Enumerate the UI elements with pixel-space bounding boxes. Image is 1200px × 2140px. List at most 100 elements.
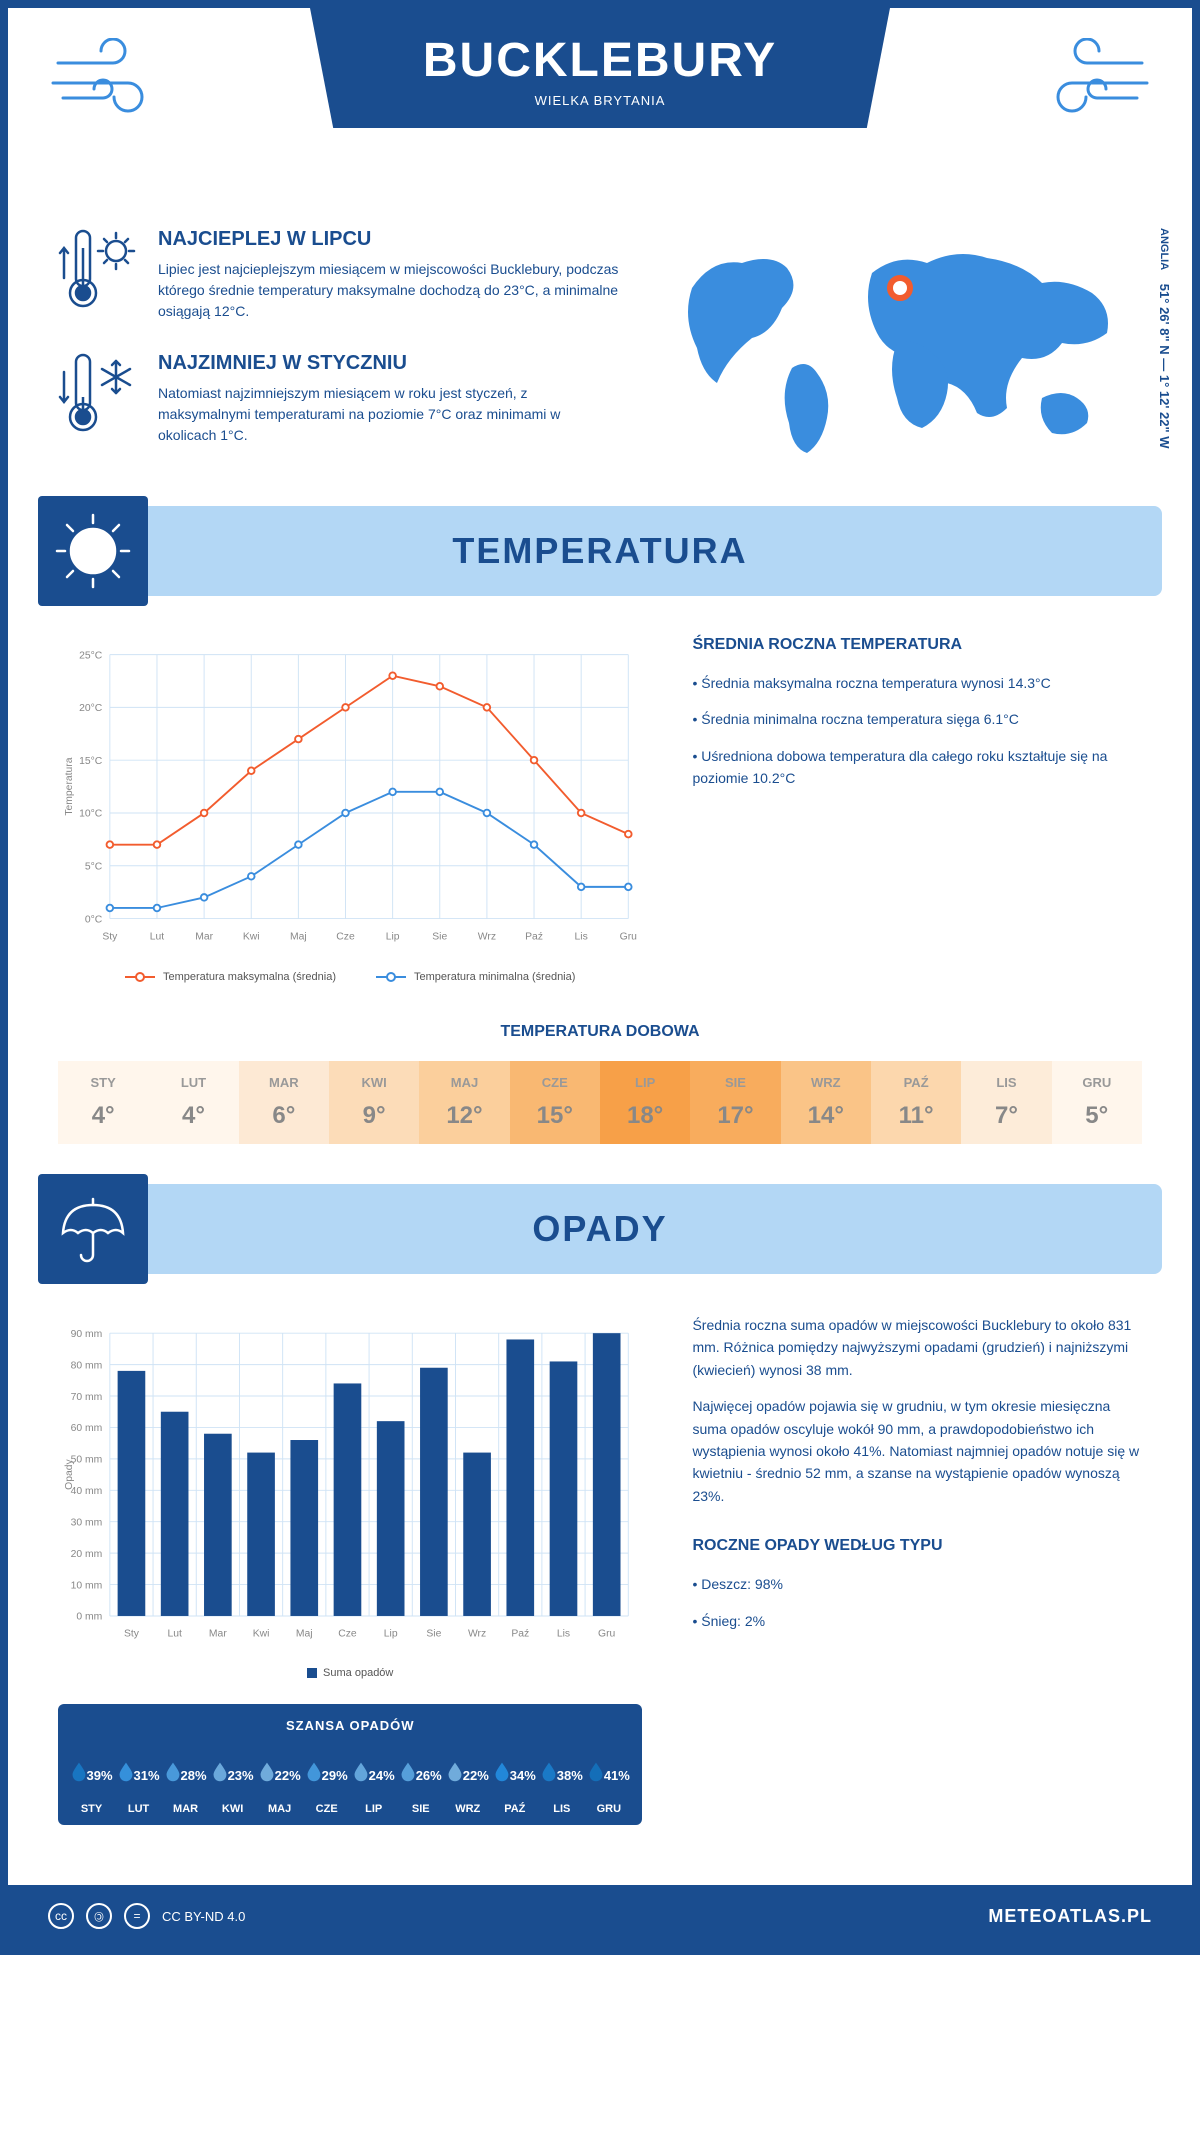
chance-drop: 31%LUT <box>115 1745 162 1815</box>
svg-text:Sty: Sty <box>124 1629 140 1640</box>
world-map-wrap: ANGLIA 51° 26' 8" N — 1° 12' 22" W <box>662 228 1142 476</box>
chance-drop: 38%LIS <box>538 1745 585 1815</box>
svg-text:20°C: 20°C <box>79 703 103 714</box>
precip-text-1: Średnia roczna suma opadów w miejscowośc… <box>692 1314 1142 1381</box>
daily-temp-cell: MAR6° <box>239 1061 329 1144</box>
svg-text:Maj: Maj <box>290 931 307 942</box>
annual-bullet-0: • Średnia maksymalna roczna temperatura … <box>692 672 1142 694</box>
svg-text:20 mm: 20 mm <box>71 1549 103 1560</box>
svg-text:10 mm: 10 mm <box>71 1580 103 1591</box>
daily-temperature: TEMPERATURA DOBOWA STY4°LUT4°MAR6°KWI9°M… <box>8 1003 1192 1184</box>
svg-text:70 mm: 70 mm <box>71 1392 103 1403</box>
by-icon: 🄯 <box>86 1903 112 1929</box>
legend-max: Temperatura maksymalna (średnia) <box>163 971 336 983</box>
wind-icon-right <box>1042 38 1152 132</box>
svg-text:Lip: Lip <box>386 931 400 942</box>
precipitation-title: OPADY <box>532 1208 667 1250</box>
daily-temp-strip: STY4°LUT4°MAR6°KWI9°MAJ12°CZE15°LIP18°SI… <box>58 1061 1142 1144</box>
chance-drop: 29%CZE <box>303 1745 350 1815</box>
chance-drop: 26%SIE <box>397 1745 444 1815</box>
bar-legend-label: Suma opadów <box>323 1667 393 1679</box>
warmest-block: NAJCIEPLEJ W LIPCU Lipiec jest najcieple… <box>58 228 622 322</box>
annual-temperature-info: ŚREDNIA ROCZNA TEMPERATURA • Średnia mak… <box>692 636 1142 983</box>
coords-value: 51° 26' 8" N — 1° 12' 22" W <box>1157 284 1172 449</box>
precip-type-title: ROCZNE OPADY WEDŁUG TYPU <box>692 1537 1142 1555</box>
svg-text:Lut: Lut <box>150 931 165 942</box>
chance-drops: 39%STY31%LUT28%MAR23%KWI22%MAJ29%CZE24%L… <box>68 1745 632 1815</box>
umbrella-icon <box>38 1174 148 1284</box>
svg-text:60 mm: 60 mm <box>71 1423 103 1434</box>
title-banner: BUCKLEBURY WIELKA BRYTANIA <box>310 8 890 128</box>
line-chart-legend: Temperatura maksymalna (średnia) Tempera… <box>58 971 642 983</box>
svg-text:Wrz: Wrz <box>468 1629 486 1640</box>
coldest-block: NAJZIMNIEJ W STYCZNIU Natomiast najzimni… <box>58 352 622 446</box>
daily-temp-cell: SIE17° <box>690 1061 780 1144</box>
svg-text:Gru: Gru <box>598 1629 616 1640</box>
daily-temp-title: TEMPERATURA DOBOWA <box>58 1023 1142 1041</box>
daily-temp-cell: STY4° <box>58 1061 148 1144</box>
svg-text:Wrz: Wrz <box>478 931 496 942</box>
svg-text:Mar: Mar <box>195 931 213 942</box>
cc-icon: cc <box>48 1903 74 1929</box>
info-row: NAJCIEPLEJ W LIPCU Lipiec jest najcieple… <box>8 208 1192 506</box>
license-text: CC BY-ND 4.0 <box>162 1909 245 1924</box>
legend-min: Temperatura minimalna (średnia) <box>414 971 575 983</box>
temperature-title: TEMPERATURA <box>452 530 747 572</box>
svg-text:10°C: 10°C <box>79 809 103 820</box>
chance-drop: 28%MAR <box>162 1745 209 1815</box>
svg-text:Sie: Sie <box>432 931 447 942</box>
chance-drop: 24%LIP <box>350 1745 397 1815</box>
daily-temp-cell: CZE15° <box>510 1061 600 1144</box>
svg-text:Kwi: Kwi <box>253 1629 270 1640</box>
precip-type-1: • Śnieg: 2% <box>692 1610 1142 1632</box>
chance-drop: 22%WRZ <box>444 1745 491 1815</box>
page: BUCKLEBURY WIELKA BRYTANIA NAJCIEPLEJ W … <box>0 0 1200 1955</box>
svg-text:Paź: Paź <box>511 1629 529 1640</box>
annual-temp-title: ŚREDNIA ROCZNA TEMPERATURA <box>692 636 1142 654</box>
warmest-text: Lipiec jest najcieplejszym miesiącem w m… <box>158 259 622 322</box>
wind-icon-left <box>48 38 158 132</box>
warmest-title: NAJCIEPLEJ W LIPCU <box>158 228 622 251</box>
svg-text:40 mm: 40 mm <box>71 1486 103 1497</box>
license-block: cc 🄯 = CC BY-ND 4.0 <box>48 1903 245 1929</box>
chance-drop: 41%GRU <box>585 1745 632 1815</box>
bar-chart-legend: Suma opadów <box>58 1667 642 1679</box>
coldest-title: NAJZIMNIEJ W STYCZNIU <box>158 352 622 375</box>
site-name: METEOATLAS.PL <box>988 1906 1152 1927</box>
svg-text:Paź: Paź <box>525 931 543 942</box>
svg-text:Lip: Lip <box>384 1629 398 1640</box>
precipitation-bar-chart: 0 mm10 mm20 mm30 mm40 mm50 mm60 mm70 mm8… <box>58 1314 642 1654</box>
precipitation-info: Średnia roczna suma opadów w miejscowośc… <box>692 1314 1142 1825</box>
svg-text:0°C: 0°C <box>85 914 103 925</box>
precipitation-chart-row: 0 mm10 mm20 mm30 mm40 mm50 mm60 mm70 mm8… <box>8 1274 1192 1845</box>
precip-text-2: Najwięcej opadów pojawia się w grudniu, … <box>692 1395 1142 1507</box>
daily-temp-cell: WRZ14° <box>781 1061 871 1144</box>
header: BUCKLEBURY WIELKA BRYTANIA <box>8 8 1192 208</box>
footer: cc 🄯 = CC BY-ND 4.0 METEOATLAS.PL <box>8 1885 1192 1947</box>
location-title: BUCKLEBURY <box>310 33 890 88</box>
svg-text:90 mm: 90 mm <box>71 1329 103 1340</box>
daily-temp-cell: MAJ12° <box>419 1061 509 1144</box>
daily-temp-cell: PAŹ11° <box>871 1061 961 1144</box>
chance-drop: 34%PAŹ <box>491 1745 538 1815</box>
daily-temp-cell: LIP18° <box>600 1061 690 1144</box>
thermometer-cold-icon <box>58 352 138 432</box>
daily-temp-cell: GRU5° <box>1052 1061 1142 1144</box>
svg-text:Sie: Sie <box>426 1629 441 1640</box>
svg-text:80 mm: 80 mm <box>71 1360 103 1371</box>
temperature-section-header: TEMPERATURA <box>38 506 1162 596</box>
svg-text:Cze: Cze <box>338 1629 357 1640</box>
svg-text:Kwi: Kwi <box>243 931 260 942</box>
svg-text:Sty: Sty <box>102 931 118 942</box>
coldest-text: Natomiast najzimniejszym miesiącem w rok… <box>158 383 622 446</box>
coordinates: ANGLIA 51° 26' 8" N — 1° 12' 22" W <box>1157 228 1172 449</box>
svg-text:0 mm: 0 mm <box>76 1612 102 1623</box>
svg-text:Opady: Opady <box>64 1458 75 1489</box>
svg-text:Lis: Lis <box>557 1629 570 1640</box>
chance-drop: 23%KWI <box>209 1745 256 1815</box>
svg-text:Maj: Maj <box>296 1629 313 1640</box>
precipitation-chance: SZANSA OPADÓW 39%STY31%LUT28%MAR23%KWI22… <box>58 1704 642 1825</box>
daily-temp-cell: LIS7° <box>961 1061 1051 1144</box>
precip-type-0: • Deszcz: 98% <box>692 1573 1142 1595</box>
svg-text:Cze: Cze <box>336 931 355 942</box>
